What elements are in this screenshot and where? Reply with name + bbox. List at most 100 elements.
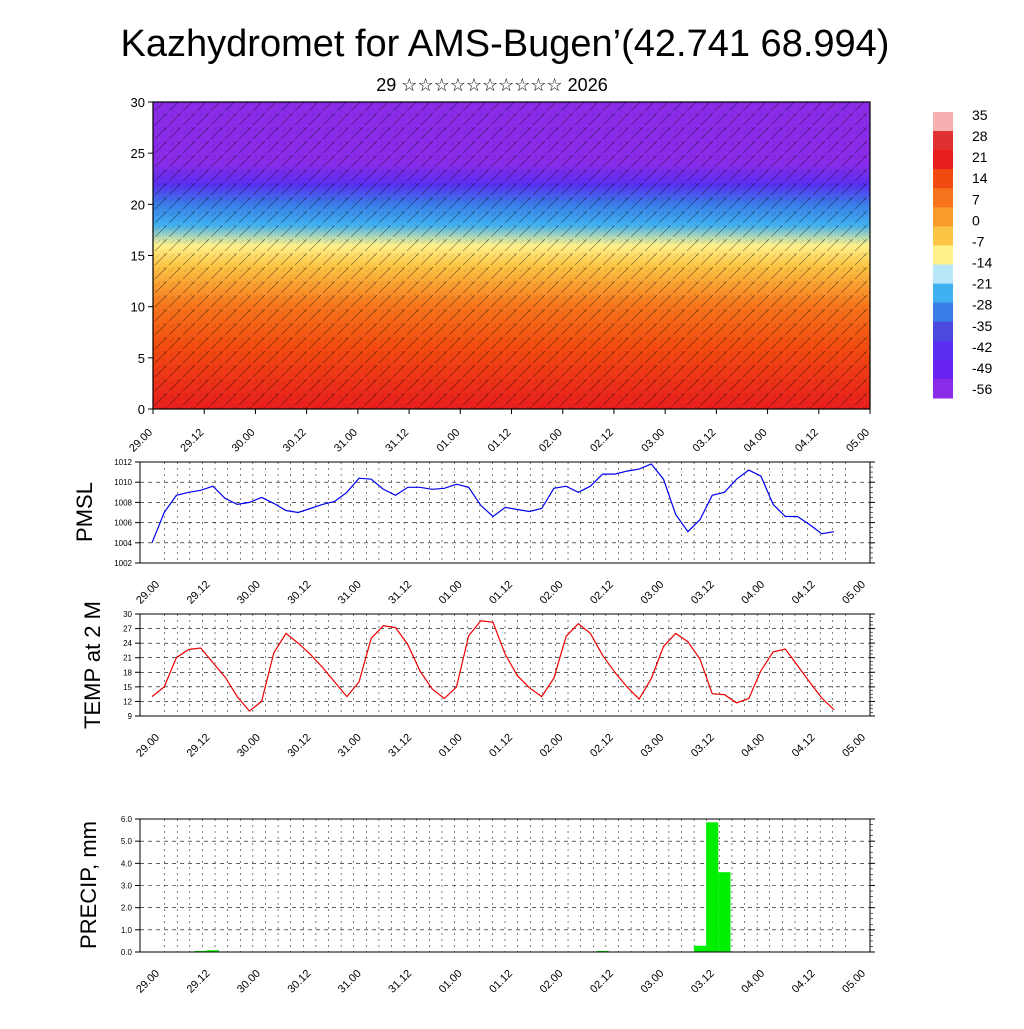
precip-xtick-label: 02.00 — [538, 968, 566, 996]
colorbar: 35 28 21 14 7 0 -7 -14 -21 -28 -35 -42 -49 -56 — [933, 107, 992, 399]
colorbar-swatch — [933, 283, 953, 304]
precip-frame — [139, 818, 871, 953]
pmsl-xtick-label: 01.00 — [437, 579, 465, 607]
colorbar-label: -28 — [972, 297, 992, 313]
heatmap-ytick-label: 0 — [138, 402, 145, 417]
heatmap-xtick-label: 03.12 — [691, 427, 719, 455]
precip-ytick-label: 2.0 — [121, 904, 133, 913]
colorbar-swatch — [933, 226, 953, 246]
temp-2m-xtick-label: 01.12 — [487, 732, 515, 760]
colorbar-swatch — [933, 112, 953, 132]
colorbar-label: 14 — [972, 170, 988, 186]
temp-2m-xtick-label: 30.00 — [235, 732, 263, 760]
heatmap-xtick-label: 02.12 — [588, 427, 616, 455]
precip-xtick-label: 05.00 — [840, 968, 868, 996]
temp-2m-plot-area — [140, 614, 870, 716]
colorbar-label: 35 — [972, 107, 988, 123]
page-title: Kazhydromet for AMS-Bugen’(42.741 68.994… — [121, 23, 890, 65]
temp-2m-xtick-label: 01.00 — [437, 732, 465, 760]
temp-2m-xtick-label: 02.00 — [538, 732, 566, 760]
colorbar-label: 0 — [972, 212, 980, 228]
precip-bar — [596, 950, 609, 952]
colorbar-swatch — [933, 169, 953, 189]
precip-xtick-label: 29.12 — [185, 968, 213, 996]
precip-xtick-label: 03.00 — [638, 968, 666, 996]
temp-2m-frame — [139, 613, 871, 717]
heatmap-panel: 0 5 10 15 20 25 30 29.00 29.12 30.00 30.12 31.00 31.… — [127, 95, 872, 455]
heatmap-ytick-label: 20 — [131, 197, 145, 212]
pmsl-ytick-label: 1012 — [114, 458, 132, 467]
heatmap-ytick-label: 5 — [138, 351, 145, 366]
pmsl-ytick-label: 1006 — [114, 519, 132, 528]
precip-ytick-label: 5.0 — [121, 837, 133, 846]
heatmap-xtick-label: 01.12 — [486, 427, 514, 455]
heatmap-xtick-label: 03.00 — [639, 427, 667, 455]
temp-2m-xtick-label: 03.12 — [689, 732, 717, 760]
temp-2m-xtick-label: 31.12 — [386, 732, 414, 760]
colorbar-label: -7 — [972, 233, 985, 249]
heatmap-xtick-label: 29.12 — [178, 427, 206, 455]
colorbar-label: -49 — [972, 360, 992, 376]
colorbar-swatch — [933, 188, 953, 208]
pmsl-xtick-label: 30.00 — [235, 579, 263, 607]
colorbar-swatch — [933, 378, 953, 399]
pmsl-xtick-label: 02.12 — [588, 579, 616, 607]
colorbar-label: -14 — [972, 255, 992, 271]
precip-xtick-label: 29.00 — [134, 968, 162, 996]
heatmap-xtick-label: 01.00 — [434, 427, 462, 455]
pmsl-ylabel: PMSL — [72, 482, 97, 542]
pmsl-frame — [139, 461, 871, 564]
page-subtitle: 29 ☆☆☆☆☆☆☆☆☆☆ 2026 — [376, 75, 607, 95]
wind-barbs-overlay — [153, 102, 870, 409]
heatmap-ytick-label: 15 — [131, 249, 145, 264]
pmsl-xtick-label: 02.00 — [538, 579, 566, 607]
precip-xtick-label: 31.00 — [336, 968, 364, 996]
precip-bar — [693, 945, 707, 952]
colorbar-label: -42 — [972, 339, 992, 355]
pmsl-xtick-label: 29.00 — [134, 579, 162, 607]
colorbar-label: 28 — [972, 128, 988, 144]
temp-2m-ytick-label: 9 — [128, 712, 133, 721]
colorbar-swatch — [933, 131, 953, 151]
temp-2m-series-line — [151, 620, 835, 712]
precip-xtick-label: 01.12 — [487, 968, 515, 996]
temp-2m-ytick-label: 24 — [123, 639, 132, 648]
pmsl-xtick-label: 03.12 — [689, 579, 717, 607]
heatmap-xtick-label: 31.00 — [332, 427, 360, 455]
colorbar-swatch — [933, 264, 953, 285]
colorbar-label: -21 — [972, 276, 992, 292]
precip-xtick-label: 30.12 — [285, 968, 313, 996]
heatmap-xtick-label: 02.00 — [537, 427, 565, 455]
precip-xtick-label: 04.00 — [739, 968, 767, 996]
precip-bar — [206, 950, 219, 952]
pmsl-xtick-label: 29.12 — [185, 579, 213, 607]
precip-xtick-label: 31.12 — [386, 968, 414, 996]
pmsl-series-line — [151, 463, 835, 544]
heatmap-ytick-label: 30 — [131, 95, 145, 110]
temp-2m-xtick-label: 31.00 — [336, 732, 364, 760]
precip-xtick-label: 04.12 — [790, 968, 818, 996]
heatmap-ytick-label: 10 — [131, 300, 145, 315]
temp-2m-ytick-label: 12 — [123, 697, 132, 706]
precip-xtick-label: 03.12 — [689, 968, 717, 996]
precip-ylabel: PRECIP, mm — [76, 821, 101, 949]
heatmap-xtick-label: 05.00 — [844, 427, 872, 455]
pmsl-xtick-label: 04.00 — [739, 579, 767, 607]
colorbar-swatch — [933, 207, 953, 227]
temp-2m-xtick-label: 30.12 — [285, 732, 313, 760]
precip-bar — [194, 950, 207, 952]
pmsl-ytick-label: 1002 — [114, 559, 132, 568]
colorbar-label: 7 — [972, 191, 980, 207]
temp-2m-xtick-label: 04.12 — [790, 732, 818, 760]
temp-2m-xtick-label: 03.00 — [638, 732, 666, 760]
colorbar-label: 21 — [972, 149, 988, 165]
heatmap-ytick-label: 25 — [131, 146, 145, 161]
pmsl-ytick-label: 1010 — [114, 478, 132, 487]
temp-2m-ytick-label: 27 — [123, 625, 132, 634]
colorbar-swatch — [933, 321, 953, 342]
colorbar-swatch — [933, 150, 953, 170]
temp-2m-xtick-label: 02.12 — [588, 732, 616, 760]
temp-2m-ytick-label: 21 — [123, 654, 132, 663]
colorbar-label: -35 — [972, 318, 992, 334]
